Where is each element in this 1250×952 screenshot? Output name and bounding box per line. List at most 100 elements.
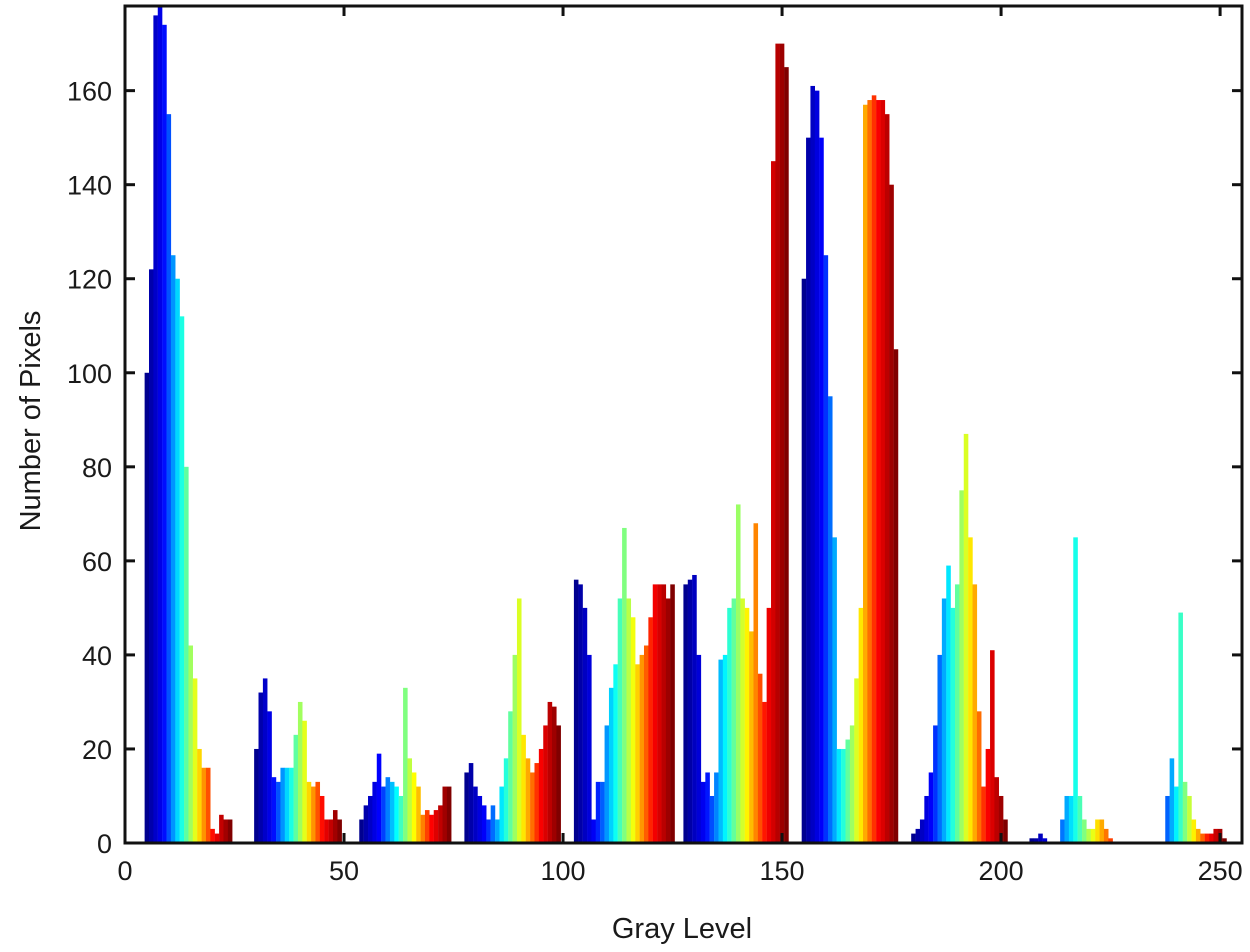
x-tick-label: 50 (329, 856, 359, 886)
histogram-bar (639, 654, 645, 843)
histogram-bar (779, 43, 785, 844)
histogram-bar (854, 678, 859, 843)
x-axis-title: Gray Level (612, 913, 752, 945)
histogram-bar (924, 795, 929, 843)
histogram-bar (556, 725, 561, 843)
histogram-bar (744, 607, 750, 843)
histogram-bar (433, 810, 439, 843)
histogram-bar (727, 607, 732, 843)
histogram-bar (284, 767, 290, 843)
histogram-bar (162, 24, 167, 844)
histogram-bar (968, 537, 973, 843)
histogram-bar (197, 748, 202, 843)
histogram-bar (468, 763, 474, 843)
histogram-bar (372, 781, 377, 843)
histogram-bar (416, 786, 421, 843)
histogram-bar (749, 631, 754, 843)
histogram-bar (398, 795, 404, 843)
histogram-bar (512, 654, 518, 843)
histogram-bar (604, 725, 610, 843)
histogram-bar (1082, 819, 1087, 843)
histogram-bar (784, 67, 789, 843)
histogram-bar (403, 687, 408, 843)
histogram-bar (657, 584, 662, 843)
histogram-bar (972, 584, 978, 843)
histogram-bar (1108, 838, 1113, 843)
histogram-bar (1073, 537, 1078, 843)
histogram-bar (643, 645, 649, 843)
histogram-bar (1003, 819, 1008, 843)
histogram-bar (1095, 819, 1100, 843)
histogram-bar (1191, 819, 1197, 843)
histogram-bar (705, 772, 710, 843)
x-tick-label: 250 (1198, 856, 1243, 886)
histogram-bar (534, 763, 540, 843)
histogram-bar (635, 664, 640, 843)
histogram-bar (490, 805, 496, 843)
histogram-bar (289, 767, 294, 843)
histogram-bar (1187, 795, 1192, 843)
histogram-bar (306, 781, 312, 843)
histogram-bar (858, 607, 864, 843)
histogram-bar (1222, 838, 1227, 843)
histogram-bar (1086, 828, 1091, 843)
histogram-bar (543, 725, 548, 843)
histogram-bar (332, 810, 338, 843)
histogram-bar (302, 720, 307, 843)
histogram-bar (175, 278, 180, 844)
histogram-bar (1103, 828, 1109, 843)
histogram-bar (630, 617, 636, 843)
histogram-bar (722, 654, 728, 843)
histogram-bar (311, 786, 316, 843)
histogram-bar (385, 777, 391, 843)
histogram-bar (819, 137, 824, 843)
histogram-bar (188, 645, 193, 843)
histogram-bar (1090, 828, 1096, 843)
histogram-bar (1042, 838, 1048, 843)
histogram-bar (867, 100, 872, 844)
histogram-bar (258, 692, 264, 843)
histogram-bar (389, 781, 395, 843)
histogram-bar (735, 504, 741, 843)
x-tick-label: 150 (760, 856, 805, 886)
histogram-bar (775, 43, 780, 844)
histogram-bar (1099, 819, 1105, 843)
histogram-bar (994, 777, 999, 843)
histogram-bar (1182, 781, 1188, 843)
histogram-bar (267, 711, 272, 843)
histogram-bar (810, 85, 815, 843)
histogram-bar (1077, 795, 1083, 843)
histogram-bar (985, 748, 991, 843)
histogram-bar (1038, 833, 1043, 843)
histogram-bar (214, 833, 220, 843)
histogram-bar (337, 819, 342, 843)
histogram-bar (1209, 833, 1214, 843)
histogram-bar (328, 819, 334, 843)
histogram-bar (547, 701, 553, 843)
histogram-bar (166, 114, 172, 843)
histogram-bar (617, 598, 623, 843)
histogram-bar (446, 786, 452, 843)
histogram-bar (495, 819, 500, 843)
histogram-bar (959, 490, 964, 843)
histogram-bars (144, 6, 1227, 844)
histogram-bar (696, 654, 702, 843)
histogram-bar (184, 466, 189, 843)
histogram-bar (626, 598, 632, 843)
histogram-bar (665, 598, 671, 843)
histogram-bar (315, 781, 321, 843)
histogram-bar (201, 767, 207, 843)
histogram-bar (753, 523, 759, 843)
histogram-bar (613, 664, 618, 843)
histogram-bar (381, 786, 386, 843)
histogram-bar (1174, 786, 1179, 843)
histogram-bar (552, 706, 557, 843)
histogram-bar (293, 734, 299, 843)
histogram-bar (1204, 833, 1210, 843)
histogram-bar (521, 734, 526, 843)
histogram-bar (827, 396, 833, 843)
histogram-bar (573, 579, 579, 843)
histogram-bar (1029, 838, 1035, 843)
histogram-bar (709, 795, 715, 843)
